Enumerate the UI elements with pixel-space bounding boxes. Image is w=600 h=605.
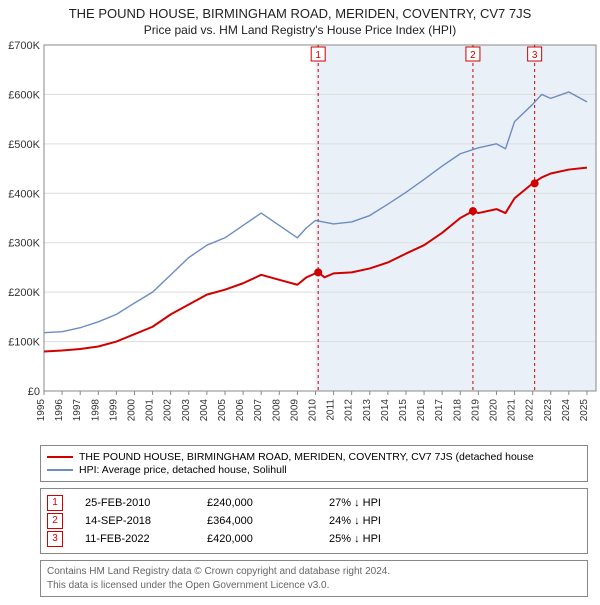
- svg-text:£100K: £100K: [8, 337, 40, 349]
- title-main: THE POUND HOUSE, BIRMINGHAM ROAD, MERIDE…: [4, 6, 596, 21]
- legend-row: HPI: Average price, detached house, Soli…: [47, 464, 581, 476]
- attribution-line1: Contains HM Land Registry data © Crown c…: [47, 565, 581, 579]
- svg-text:2022: 2022: [525, 399, 536, 422]
- svg-text:£700K: £700K: [8, 40, 40, 52]
- events-table: 1 25-FEB-2010 £240,000 27% ↓ HPI 2 14-SEP-201…: [40, 488, 588, 554]
- legend-label: THE POUND HOUSE, BIRMINGHAM ROAD, MERIDE…: [79, 451, 534, 463]
- svg-text:2008: 2008: [271, 399, 282, 422]
- svg-text:2013: 2013: [362, 399, 373, 422]
- event-row: 3 11-FEB-2022 £420,000 25% ↓ HPI: [47, 531, 581, 547]
- svg-text:1: 1: [315, 50, 321, 61]
- svg-text:£600K: £600K: [8, 89, 40, 101]
- svg-text:2: 2: [470, 50, 476, 61]
- event-price: £364,000: [207, 515, 307, 527]
- svg-text:2003: 2003: [181, 399, 192, 422]
- svg-text:£300K: £300K: [8, 238, 40, 250]
- svg-text:1999: 1999: [108, 399, 119, 422]
- svg-text:2006: 2006: [235, 399, 246, 422]
- svg-text:2021: 2021: [507, 399, 518, 422]
- svg-text:2024: 2024: [561, 399, 572, 422]
- legend-row: THE POUND HOUSE, BIRMINGHAM ROAD, MERIDE…: [47, 451, 581, 463]
- svg-text:2007: 2007: [253, 399, 264, 422]
- svg-text:2014: 2014: [380, 399, 391, 422]
- svg-text:2018: 2018: [452, 399, 463, 422]
- svg-text:2001: 2001: [145, 399, 156, 422]
- chart-container: THE POUND HOUSE, BIRMINGHAM ROAD, MERIDE…: [0, 0, 600, 597]
- svg-text:2010: 2010: [307, 399, 318, 422]
- svg-text:1998: 1998: [90, 399, 101, 422]
- svg-text:2023: 2023: [543, 399, 554, 422]
- svg-text:£200K: £200K: [8, 287, 40, 299]
- svg-text:£0: £0: [28, 386, 40, 398]
- svg-text:£500K: £500K: [8, 139, 40, 151]
- svg-text:2002: 2002: [163, 399, 174, 422]
- legend-label: HPI: Average price, detached house, Soli…: [79, 464, 287, 476]
- svg-text:1995: 1995: [36, 399, 47, 422]
- svg-text:2009: 2009: [289, 399, 300, 422]
- svg-text:2004: 2004: [199, 399, 210, 422]
- event-row: 1 25-FEB-2010 £240,000 27% ↓ HPI: [47, 495, 581, 511]
- svg-text:2017: 2017: [434, 399, 445, 422]
- legend-swatch: [47, 469, 73, 471]
- legend: THE POUND HOUSE, BIRMINGHAM ROAD, MERIDE…: [40, 445, 588, 482]
- event-date: 11-FEB-2022: [85, 533, 185, 545]
- svg-text:2019: 2019: [470, 399, 481, 422]
- svg-text:2015: 2015: [398, 399, 409, 422]
- plot-svg: £0 £100K £200K £300K £400K £500K £600K £700K 199…: [0, 39, 600, 439]
- svg-text:1996: 1996: [54, 399, 65, 422]
- attribution: Contains HM Land Registry data © Crown c…: [40, 560, 588, 597]
- event-row: 2 14-SEP-2018 £364,000 24% ↓ HPI: [47, 513, 581, 529]
- event-date: 25-FEB-2010: [85, 497, 185, 509]
- event-badge: 3: [47, 531, 63, 547]
- plot-area: £0 £100K £200K £300K £400K £500K £600K £700K 199…: [0, 39, 600, 439]
- event-date: 14-SEP-2018: [85, 515, 185, 527]
- svg-text:1997: 1997: [72, 399, 83, 422]
- event-diff: 25% ↓ HPI: [329, 533, 381, 545]
- titles: THE POUND HOUSE, BIRMINGHAM ROAD, MERIDE…: [0, 0, 600, 39]
- svg-text:2005: 2005: [217, 399, 228, 422]
- legend-swatch: [47, 456, 73, 458]
- title-sub: Price paid vs. HM Land Registry's House …: [4, 23, 596, 37]
- event-price: £420,000: [207, 533, 307, 545]
- event-diff: 27% ↓ HPI: [329, 497, 381, 509]
- event-badge: 1: [47, 495, 63, 511]
- event-badge: 2: [47, 513, 63, 529]
- svg-text:£400K: £400K: [8, 188, 40, 200]
- svg-text:2011: 2011: [326, 399, 337, 421]
- svg-text:2012: 2012: [344, 399, 355, 422]
- svg-text:3: 3: [532, 50, 538, 61]
- event-diff: 24% ↓ HPI: [329, 515, 381, 527]
- svg-text:2000: 2000: [126, 399, 137, 422]
- svg-text:2016: 2016: [416, 399, 427, 422]
- event-price: £240,000: [207, 497, 307, 509]
- svg-text:2025: 2025: [579, 399, 590, 422]
- svg-text:2020: 2020: [488, 399, 499, 422]
